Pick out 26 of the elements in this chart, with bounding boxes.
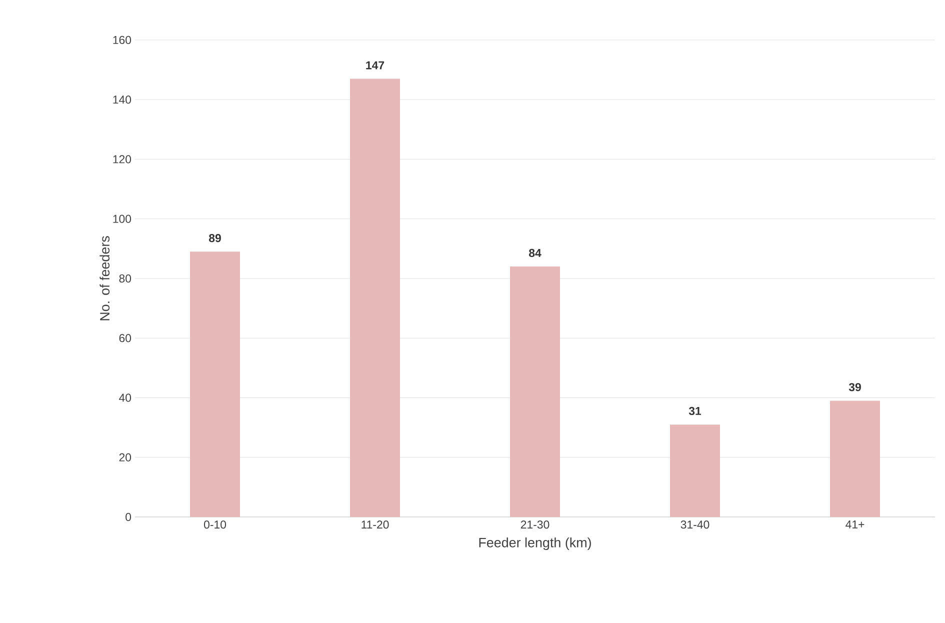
x-tick-label: 31-40	[680, 520, 710, 529]
y-tick-label: 80	[119, 274, 132, 283]
y-tick-label: 160	[113, 36, 132, 44]
y-tick-label: 140	[113, 96, 132, 104]
x-tick-label: 41+	[846, 520, 864, 528]
bar	[830, 400, 880, 517]
bar	[670, 424, 720, 517]
y-tick-label: 20	[119, 453, 132, 462]
data-label: 31	[688, 406, 702, 416]
y-tick-label: 40	[119, 394, 132, 402]
data-label: 89	[208, 234, 221, 242]
x-tick-label: 0-10	[204, 520, 226, 529]
x-axis-title: Feeder length (km)	[479, 537, 591, 550]
y-tick-label: 120	[113, 155, 132, 164]
y-tick-label: 60	[119, 334, 132, 342]
bar	[190, 252, 240, 517]
x-tick-label: 11-20	[362, 520, 389, 529]
data-label: 39	[848, 383, 861, 392]
y-tick-label: 100	[113, 214, 132, 223]
bar	[510, 266, 560, 517]
x-tick-label: 21-30	[520, 520, 550, 529]
data-label: 147	[366, 61, 384, 70]
y-axis-title: No. of feeders	[100, 236, 110, 320]
data-label: 84	[528, 248, 542, 258]
y-tick-label: 0	[126, 512, 132, 522]
bar	[350, 78, 400, 517]
